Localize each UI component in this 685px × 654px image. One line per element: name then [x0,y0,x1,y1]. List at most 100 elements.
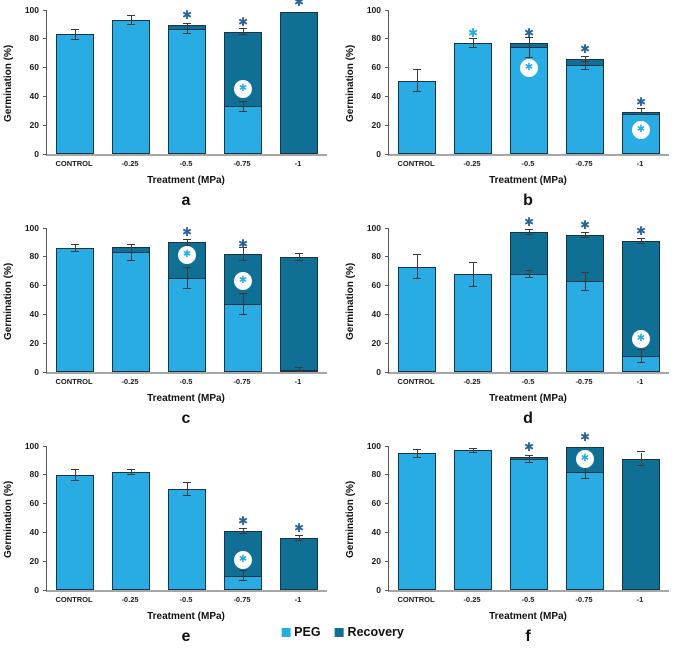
bar-segment-peg [454,43,492,154]
error-bar-cap [637,237,645,239]
error-bar [130,245,132,260]
significance-star: ✱ [467,26,479,41]
error-bar [298,253,300,260]
y-axis-title: Germination (%) [345,480,356,558]
error-bar-cap [71,468,79,470]
y-axis-title: Germination (%) [345,262,356,340]
y-tick-mark [43,313,47,315]
bar-segment-peg [224,304,262,372]
significance-star: ✱ [293,0,305,10]
error-bar [186,240,188,245]
x-tick-label: -1 [636,377,644,386]
plot-area: 0 20 40 60 80 100 ✱ ✱ ✱ ✱ [25,0,327,158]
error-bar-cap [239,314,247,316]
y-tick-label: 0 [34,366,39,377]
significance-star: ✱ [579,41,591,56]
x-axis-title: Treatment (MPa) [147,393,225,404]
significance-star: ✱ [293,521,305,536]
error-bar-cap [469,47,477,49]
error-bar-cap [71,251,79,253]
y-tick-label: 100 [366,222,381,233]
bar-segment-peg [56,248,94,372]
error-bar [640,109,642,114]
error-bar-cap [239,533,247,535]
x-tick-label: -0.75 [233,159,251,168]
y-tick-mark [385,38,389,40]
bar-segment-recovery [510,232,548,276]
error-bar [528,38,530,57]
y-axis-title: Germination (%) [3,262,14,340]
y-tick-mark [43,560,47,562]
error-bar-cap [127,14,135,16]
x-tick-label: -0.75 [233,377,251,386]
error-bar [130,15,132,25]
y-tick-mark [43,124,47,126]
y-tick-label: 20 [29,555,39,566]
y-tick-label: 60 [29,62,39,73]
error-bar-cap [469,451,477,453]
y-axis-title: Germination (%) [3,480,14,558]
error-bar [640,452,642,466]
y-tick-mark [385,153,389,155]
error-bar-cap [295,259,303,261]
y-tick-label: 20 [371,119,381,130]
y-tick-label: 80 [29,33,39,44]
error-bar-cap [183,288,191,290]
y-tick-mark [43,227,47,229]
error-bar-cap [71,29,79,31]
error-bar-cap [581,55,589,57]
y-tick-mark [43,589,47,591]
bar-segment-peg [454,450,492,590]
panel-letter: a [181,192,191,209]
bar-segment-peg [56,474,94,590]
panel-letter: f [525,628,531,645]
panel-f: Germination (%) 0 20 40 60 80 100 ✱ ✱ ✱ CONTROL -0.… [342,431,685,654]
error-bar-cap [295,535,303,536]
panel-e: Germination (%) 0 20 40 60 80 100 ✱ ✱ ✱ CONTROL -0.… [0,436,342,654]
legend-label-recovery: Recovery [347,625,404,639]
significance-star: ✱ [635,94,647,109]
error-bar-cap [71,479,79,481]
y-tick-label: 60 [371,498,381,509]
error-bar-cap [581,232,589,234]
significance-star: ✱ [579,429,591,444]
y-tick-mark [385,342,389,344]
x-axis-title: Treatment (MPa) [147,175,225,186]
y-tick-mark [43,256,47,258]
error-bar [528,271,530,277]
bar-segment-peg [398,80,436,154]
error-bar [416,255,418,279]
error-bar-cap [469,261,477,263]
error-bar [298,368,300,372]
error-bar-cap [637,465,645,467]
error-bar-cap [239,259,247,261]
error-bar-cap [239,34,247,36]
y-tick-label: 60 [29,280,39,291]
error-bar [584,466,586,478]
y-tick-label: 0 [34,148,39,159]
y-tick-mark [385,285,389,287]
error-bar-cap [637,349,645,351]
significance-star: ✱ [523,215,535,230]
error-bar-cap [581,69,589,71]
y-tick-label: 100 [366,440,381,451]
error-bar-cap [525,455,533,457]
y-tick-label: 60 [29,498,39,509]
bar-segment-peg [112,20,150,154]
bar-segment-peg [168,28,206,154]
y-tick-mark [385,531,389,533]
circled-star: ✱ [576,449,594,468]
error-bar-cap [581,289,589,291]
significance-star: ✱ [523,439,535,454]
error-bar-cap [413,90,421,92]
y-tick-mark [385,256,389,258]
error-bar [186,24,188,34]
y-tick-mark [43,503,47,505]
bar-segment-peg [510,458,548,590]
legend-label-peg: PEG [294,625,321,639]
error-bar [242,528,244,534]
error-bar [242,248,244,260]
panel-letter: c [181,410,191,427]
y-tick-mark [385,560,389,562]
